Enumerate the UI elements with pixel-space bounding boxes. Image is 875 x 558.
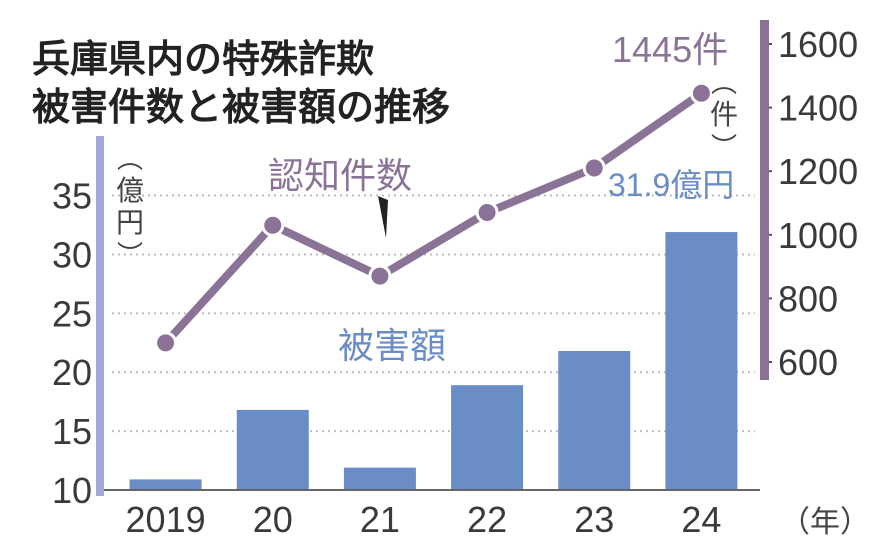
- line-series-label: 認知件数: [268, 156, 412, 197]
- left-tick-label: 35: [52, 176, 92, 217]
- left-tick-label: 20: [52, 352, 92, 393]
- right-tick-label: 1400: [778, 88, 858, 129]
- unit-char: 億: [116, 174, 144, 207]
- right-tick-label: 1000: [778, 215, 858, 256]
- bar: [236, 409, 309, 490]
- x-tick-label: 2019: [126, 499, 206, 540]
- left-tick-label: 10: [52, 470, 92, 511]
- bar: [451, 385, 524, 490]
- line-label-pointer: [378, 196, 388, 238]
- x-tick-label: 21: [360, 499, 400, 540]
- right-tick-label: 1200: [778, 151, 858, 192]
- unit-paren-open: ︵: [711, 69, 737, 99]
- line-point: [689, 81, 713, 105]
- line-point: [475, 201, 499, 225]
- right-axis-line: [760, 20, 769, 380]
- right-tick-label: 600: [778, 342, 838, 383]
- right-tick-label: 800: [778, 278, 838, 319]
- bar: [665, 232, 738, 491]
- gridlines: [112, 194, 755, 433]
- right-tick-label: 1600: [778, 24, 858, 65]
- unit-paren-close: ︶: [711, 133, 737, 163]
- bar: [129, 479, 202, 490]
- line-point: [368, 264, 392, 288]
- left-axis-line: [96, 136, 104, 496]
- left-tick-label: 25: [52, 293, 92, 334]
- last-bar-label: 31.9億円: [608, 167, 734, 203]
- labels: 兵庫県内の特殊詐欺 被害件数と被害額の推移 35 30 25 20 15 10 1600 14…: [32, 24, 870, 540]
- x-tick-label: 22: [467, 499, 507, 540]
- line-point: [582, 156, 606, 180]
- x-unit-label: （年）: [780, 505, 870, 540]
- left-tick-label: 15: [52, 411, 92, 452]
- last-point-label: 1445件: [612, 29, 728, 70]
- line-point: [154, 331, 178, 355]
- chart-title-line-1: 兵庫県内の特殊詐欺: [32, 37, 374, 81]
- x-tick-label: 23: [574, 499, 614, 540]
- line-point: [261, 213, 285, 237]
- bar: [558, 351, 631, 490]
- unit-paren-close: ︶: [117, 241, 143, 271]
- left-tick-label: 30: [52, 234, 92, 275]
- unit-char: 円: [116, 206, 144, 239]
- line-series: [154, 81, 713, 355]
- bar: [343, 467, 416, 490]
- line-path: [162, 90, 704, 346]
- left-axis-unit: ︵億円︶: [116, 145, 144, 271]
- x-tick-label: 24: [681, 499, 721, 540]
- right-axis-unit: ︵件︶: [710, 69, 738, 163]
- bars: [129, 232, 738, 491]
- axes: [96, 20, 772, 496]
- unit-paren-open: ︵: [117, 145, 143, 175]
- unit-char: 件: [710, 98, 738, 131]
- chart-title-line-2: 被害件数と被害額の推移: [32, 85, 450, 129]
- x-tick-label: 20: [253, 499, 293, 540]
- bar-series-label: 被害額: [338, 326, 446, 367]
